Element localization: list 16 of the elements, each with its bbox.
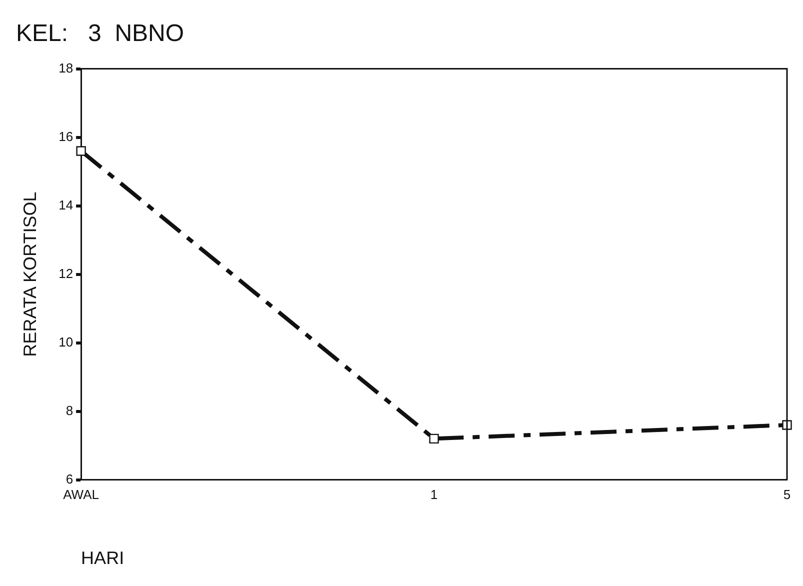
y-tick-label: 6 — [66, 471, 74, 486]
y-tick-label: 10 — [58, 334, 74, 350]
x-tick-label: 5 — [783, 487, 791, 502]
chart-title: KEL: 3 NBNO — [16, 20, 184, 48]
y-tick-label: 12 — [58, 266, 74, 281]
x-axis-title: HARI — [81, 548, 124, 568]
x-tick-label: 1 — [430, 487, 438, 502]
y-tick-label: 18 — [58, 60, 74, 76]
y-tick-label: 14 — [58, 197, 74, 212]
y-tick-label: 16 — [58, 128, 74, 144]
y-tick-label: 8 — [66, 402, 74, 418]
y-axis-title: RERATA KORTISOL — [20, 192, 40, 357]
point — [76, 146, 86, 156]
point — [782, 420, 792, 430]
x-tick-label: AWAL — [63, 487, 100, 502]
point — [429, 434, 439, 444]
